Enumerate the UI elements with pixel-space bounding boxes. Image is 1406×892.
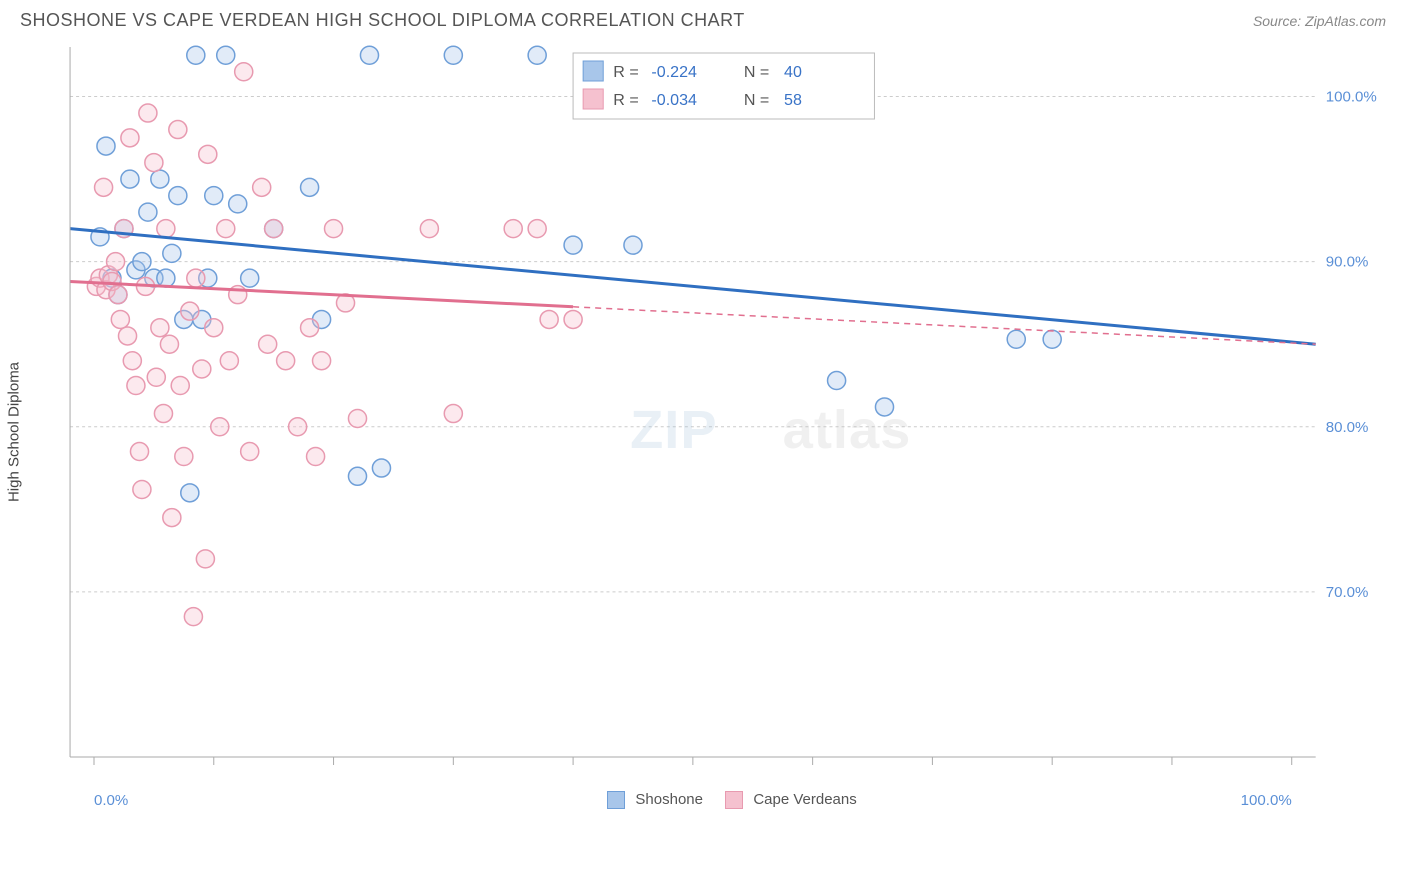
data-point (95, 178, 113, 196)
data-point (123, 352, 141, 370)
svg-text:R =: R = (613, 91, 638, 109)
source-label: Source: ZipAtlas.com (1253, 13, 1386, 29)
data-point (181, 302, 199, 320)
data-point (301, 319, 319, 337)
data-point (133, 481, 151, 499)
data-point (325, 220, 343, 238)
data-point (253, 178, 271, 196)
data-point (372, 459, 390, 477)
data-point (187, 46, 205, 64)
data-point (205, 187, 223, 205)
svg-text:N =: N = (744, 63, 769, 81)
data-point (217, 46, 235, 64)
data-point (184, 608, 202, 626)
data-point (175, 447, 193, 465)
legend: Shoshone Cape Verdeans (60, 791, 1386, 809)
data-point (151, 170, 169, 188)
data-point (220, 352, 238, 370)
y-axis-label: High School Diploma (6, 362, 23, 502)
data-point (157, 220, 175, 238)
data-point (187, 269, 205, 287)
data-point (828, 372, 846, 390)
data-point (624, 236, 642, 254)
data-point (360, 46, 378, 64)
data-point (163, 244, 181, 262)
data-point (289, 418, 307, 436)
data-point (259, 335, 277, 353)
data-point (528, 46, 546, 64)
data-point (875, 398, 893, 416)
data-point (540, 310, 558, 328)
data-point (133, 253, 151, 271)
data-point (528, 220, 546, 238)
legend-swatch-shoshone (607, 791, 625, 809)
data-point (564, 310, 582, 328)
legend-label-shoshone: Shoshone (635, 791, 703, 808)
svg-text:40: 40 (784, 63, 802, 81)
svg-text:ZIP: ZIP (630, 400, 717, 460)
data-point (154, 405, 172, 423)
data-point (564, 236, 582, 254)
data-point (157, 269, 175, 287)
data-point (444, 46, 462, 64)
data-point (313, 352, 331, 370)
data-point (145, 154, 163, 172)
data-point (348, 467, 366, 485)
data-point (196, 550, 214, 568)
data-point (139, 203, 157, 221)
data-point (127, 376, 145, 394)
data-point (277, 352, 295, 370)
data-point (1007, 330, 1025, 348)
chart-title: SHOSHONE VS CAPE VERDEAN HIGH SCHOOL DIP… (20, 10, 745, 31)
data-point (181, 484, 199, 502)
svg-text:-0.224: -0.224 (651, 63, 697, 81)
data-point (301, 178, 319, 196)
data-point (97, 137, 115, 155)
data-point (111, 310, 129, 328)
data-point (171, 376, 189, 394)
data-point (1043, 330, 1061, 348)
data-point (130, 443, 148, 461)
data-point (169, 121, 187, 139)
data-point (109, 286, 127, 304)
data-point (163, 509, 181, 527)
svg-text:80.0%: 80.0% (1326, 419, 1369, 436)
data-point (169, 187, 187, 205)
data-point (121, 170, 139, 188)
data-point (241, 443, 259, 461)
svg-text:-0.034: -0.034 (651, 91, 697, 109)
data-point (121, 129, 139, 147)
trend-line-extrapolated (573, 307, 1316, 344)
data-point (205, 319, 223, 337)
data-point (307, 447, 325, 465)
legend-label-cape-verdeans: Cape Verdeans (753, 791, 856, 808)
data-point (241, 269, 259, 287)
trend-line (70, 229, 1316, 345)
data-point (504, 220, 522, 238)
data-point (444, 405, 462, 423)
data-point (139, 104, 157, 122)
data-point (118, 327, 136, 345)
svg-text:70.0%: 70.0% (1326, 584, 1369, 601)
legend-swatch-cape-verdeans (725, 791, 743, 809)
svg-text:R =: R = (613, 63, 638, 81)
data-point (420, 220, 438, 238)
data-point (348, 410, 366, 428)
data-point (193, 360, 211, 378)
data-point (151, 319, 169, 337)
svg-text:90.0%: 90.0% (1326, 254, 1369, 271)
data-point (147, 368, 165, 386)
data-point (199, 145, 217, 163)
data-point (229, 195, 247, 213)
scatter-chart: ZIPatlas R =-0.224N =40R =-0.034N =58 70… (60, 37, 1386, 827)
data-point (107, 253, 125, 271)
svg-text:100.0%: 100.0% (1326, 89, 1377, 106)
data-point (211, 418, 229, 436)
svg-text:58: 58 (784, 91, 802, 109)
svg-text:N =: N = (744, 91, 769, 109)
data-point (265, 220, 283, 238)
data-point (217, 220, 235, 238)
data-point (160, 335, 178, 353)
data-point (235, 63, 253, 81)
